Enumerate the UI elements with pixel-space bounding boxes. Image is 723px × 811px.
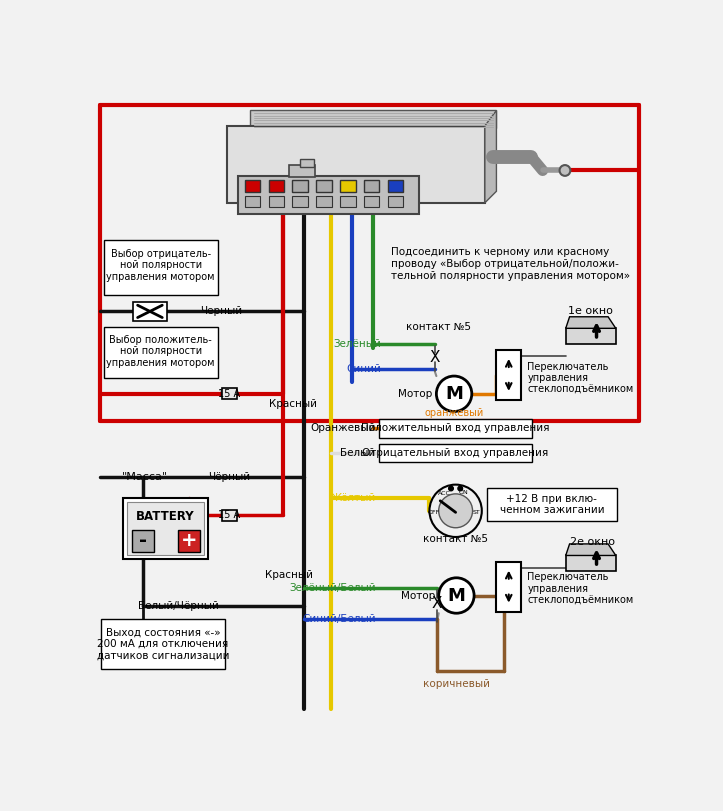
Bar: [132, 530, 154, 551]
Bar: [227, 126, 485, 203]
Text: Положительный вход управления: Положительный вход управления: [362, 423, 550, 433]
Bar: [364, 196, 380, 207]
Bar: [288, 165, 315, 177]
Circle shape: [429, 485, 482, 537]
Bar: [268, 180, 284, 192]
Text: Белый/Чёрный: Белый/Чёрный: [138, 600, 219, 611]
Text: Выход состояния «-»
200 мА для отключения
датчиков сигнализации: Выход состояния «-» 200 мА для отключени…: [97, 628, 229, 661]
Bar: [244, 196, 260, 207]
Text: Синий/Белый: Синий/Белый: [302, 615, 375, 624]
Circle shape: [560, 165, 570, 176]
Circle shape: [449, 486, 453, 491]
Text: ON: ON: [458, 490, 469, 495]
Bar: [316, 196, 332, 207]
Text: Выбор положитель-
ной полярности
управления мотором: Выбор положитель- ной полярности управле…: [106, 335, 215, 368]
Polygon shape: [565, 317, 616, 328]
Text: Мотор: Мотор: [401, 590, 435, 600]
Bar: [316, 180, 332, 192]
Polygon shape: [250, 110, 497, 128]
Text: Зелёный: Зелёный: [333, 339, 381, 349]
Text: Мотор: Мотор: [398, 388, 432, 399]
Circle shape: [439, 577, 474, 613]
Text: OFF: OFF: [428, 510, 440, 515]
Bar: [103, 327, 218, 378]
Text: Синий: Синий: [346, 364, 381, 374]
Text: коричневый: коричневый: [423, 679, 490, 689]
Text: Красный: Красный: [269, 399, 317, 409]
Bar: [487, 488, 617, 521]
Bar: [179, 530, 200, 551]
Bar: [292, 180, 308, 192]
Text: Чёрный: Чёрный: [208, 472, 250, 482]
Bar: [268, 196, 284, 207]
Text: контакт №5: контакт №5: [406, 322, 471, 332]
Text: M: M: [448, 586, 466, 604]
Bar: [103, 240, 218, 295]
Text: +: +: [181, 531, 197, 551]
Text: M: M: [445, 384, 463, 403]
Circle shape: [458, 486, 463, 491]
Bar: [133, 303, 167, 320]
Circle shape: [437, 376, 472, 411]
Text: 1е окно: 1е окно: [568, 306, 613, 315]
Bar: [127, 501, 204, 556]
Bar: [221, 388, 237, 399]
Bar: [123, 498, 208, 560]
Text: контакт №5: контакт №5: [423, 534, 488, 544]
Text: 2е окно: 2е окно: [570, 537, 615, 547]
Text: Жёлтый: Жёлтый: [330, 493, 375, 503]
Text: -: -: [139, 531, 147, 551]
Text: BATTERY: BATTERY: [136, 510, 194, 523]
Text: Выбор отрицатель-
ной полярности
управления мотором: Выбор отрицатель- ной полярности управле…: [106, 249, 215, 281]
Bar: [388, 196, 403, 207]
Text: ACC: ACC: [438, 491, 451, 496]
Bar: [340, 180, 356, 192]
Bar: [380, 419, 532, 438]
Text: Подсоединить к черному или красному
проводу «Выбор отрицательной/положи-
тельной: Подсоединить к черному или красному пров…: [391, 247, 630, 281]
Text: Оранжевый: Оранжевый: [310, 423, 375, 433]
Bar: [364, 180, 380, 192]
Bar: [221, 510, 237, 521]
Bar: [244, 180, 260, 192]
Text: Зелёный/Белый: Зелёный/Белый: [289, 583, 375, 593]
Bar: [239, 176, 419, 214]
Bar: [292, 196, 308, 207]
Text: Черный: Черный: [200, 307, 242, 316]
Text: оранжевый: оранжевый: [424, 408, 484, 418]
Polygon shape: [565, 544, 616, 556]
Polygon shape: [565, 556, 616, 571]
Bar: [497, 562, 521, 611]
Text: +12 В при вклю-
ченном зажигании: +12 В при вклю- ченном зажигании: [500, 494, 604, 516]
Text: Белый: Белый: [341, 448, 375, 458]
Text: Переключатель
управления
стеклоподъёмником: Переключатель управления стеклоподъёмник…: [527, 362, 633, 395]
Bar: [497, 350, 521, 400]
Polygon shape: [565, 328, 616, 344]
Text: ST: ST: [473, 510, 480, 515]
Text: Красный: Красный: [265, 569, 314, 580]
Text: "Масса": "Масса": [121, 472, 168, 482]
Text: 15 А: 15 А: [218, 388, 240, 399]
Circle shape: [439, 494, 473, 528]
Bar: [340, 196, 356, 207]
Text: X: X: [429, 350, 440, 365]
Text: Отрицательный вход управления: Отрицательный вход управления: [362, 448, 549, 458]
Bar: [101, 620, 225, 669]
Text: X: X: [432, 596, 442, 611]
Text: Переключатель
управления
стеклоподъёмником: Переключатель управления стеклоподъёмник…: [527, 572, 633, 605]
Bar: [380, 444, 532, 462]
Polygon shape: [485, 110, 497, 203]
Bar: [300, 159, 314, 166]
Bar: [388, 180, 403, 192]
Text: 15 А: 15 А: [218, 510, 240, 521]
